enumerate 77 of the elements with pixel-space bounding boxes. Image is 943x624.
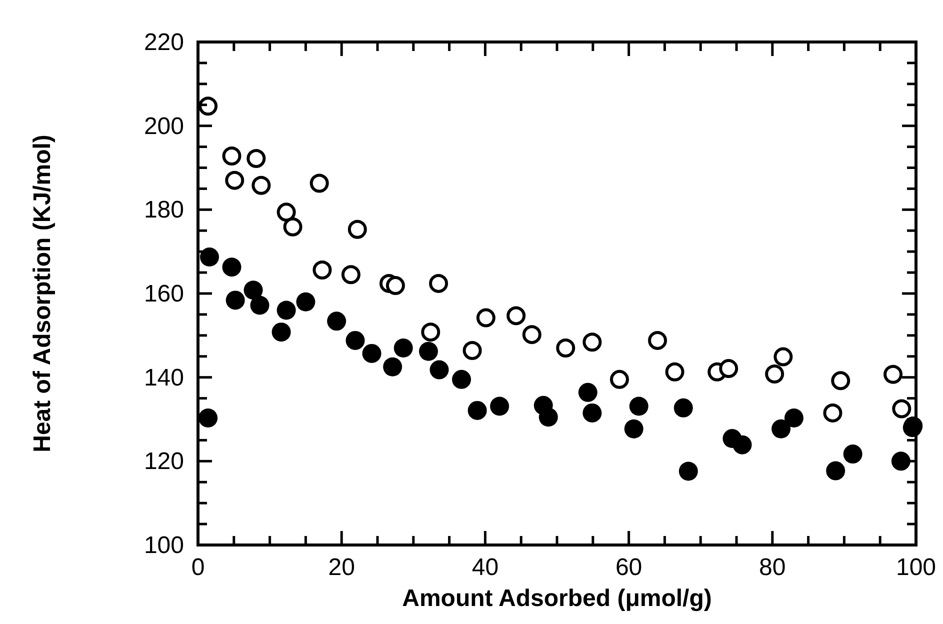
x-tick-label: 80 bbox=[759, 554, 786, 581]
point bbox=[665, 362, 684, 382]
point bbox=[522, 325, 542, 344]
y-tick-label: 200 bbox=[144, 112, 184, 140]
point bbox=[468, 400, 487, 420]
x-axis-title: Amount Adsorbed (μmol/g) bbox=[402, 585, 712, 612]
point bbox=[582, 332, 602, 352]
point bbox=[772, 419, 791, 438]
point bbox=[831, 371, 850, 390]
point bbox=[556, 338, 576, 358]
point bbox=[421, 322, 440, 342]
point bbox=[348, 220, 367, 239]
x-tick-label: 0 bbox=[191, 554, 205, 581]
point bbox=[784, 408, 804, 428]
point bbox=[244, 280, 263, 300]
point bbox=[346, 330, 365, 350]
y-tick-label: 120 bbox=[144, 448, 184, 476]
x-tick-label: 60 bbox=[615, 554, 642, 581]
point bbox=[884, 364, 903, 384]
point bbox=[283, 217, 302, 236]
point bbox=[252, 176, 271, 195]
point bbox=[843, 444, 862, 464]
point bbox=[538, 408, 558, 427]
point bbox=[198, 96, 218, 116]
point bbox=[429, 274, 448, 293]
point bbox=[386, 276, 405, 296]
y-tick-label: 140 bbox=[144, 364, 184, 392]
x-tick-label: 100 bbox=[896, 554, 936, 581]
point bbox=[296, 292, 316, 312]
point bbox=[765, 364, 784, 384]
point bbox=[462, 341, 482, 360]
point bbox=[629, 396, 648, 416]
point bbox=[276, 300, 296, 320]
point bbox=[826, 461, 846, 480]
point bbox=[394, 338, 413, 358]
point bbox=[452, 370, 472, 389]
point bbox=[490, 396, 510, 416]
point bbox=[226, 290, 245, 310]
point bbox=[272, 322, 291, 342]
point bbox=[624, 419, 644, 438]
point bbox=[327, 312, 346, 331]
point bbox=[674, 398, 693, 418]
point bbox=[678, 462, 698, 481]
y-tick-label: 160 bbox=[144, 280, 184, 308]
point bbox=[225, 170, 244, 190]
y-tick-label: 220 bbox=[144, 29, 184, 56]
x-tick-label: 40 bbox=[472, 554, 499, 581]
point bbox=[506, 306, 526, 326]
point bbox=[312, 260, 332, 280]
point bbox=[732, 435, 752, 454]
point bbox=[276, 202, 296, 222]
point bbox=[648, 330, 668, 350]
point bbox=[198, 408, 218, 428]
point bbox=[774, 347, 793, 366]
point bbox=[250, 296, 270, 315]
y-tick-label: 100 bbox=[144, 532, 184, 559]
y-tick-label: 180 bbox=[144, 196, 184, 224]
point bbox=[430, 360, 449, 380]
point bbox=[222, 146, 242, 166]
point bbox=[362, 344, 382, 363]
point bbox=[823, 403, 842, 422]
point bbox=[610, 370, 629, 389]
point bbox=[200, 248, 219, 267]
point bbox=[891, 452, 910, 471]
point bbox=[892, 399, 912, 418]
point bbox=[719, 359, 738, 378]
x-tick-label: 20 bbox=[328, 554, 355, 581]
point bbox=[476, 308, 496, 328]
point bbox=[222, 258, 242, 277]
point bbox=[246, 149, 266, 168]
point bbox=[578, 382, 598, 402]
point bbox=[418, 342, 438, 361]
point bbox=[383, 357, 402, 376]
point bbox=[341, 265, 360, 284]
y-axis-title: Heat of Adsorption (KJ/mol) bbox=[29, 134, 56, 452]
point bbox=[310, 174, 329, 193]
point bbox=[582, 403, 602, 422]
